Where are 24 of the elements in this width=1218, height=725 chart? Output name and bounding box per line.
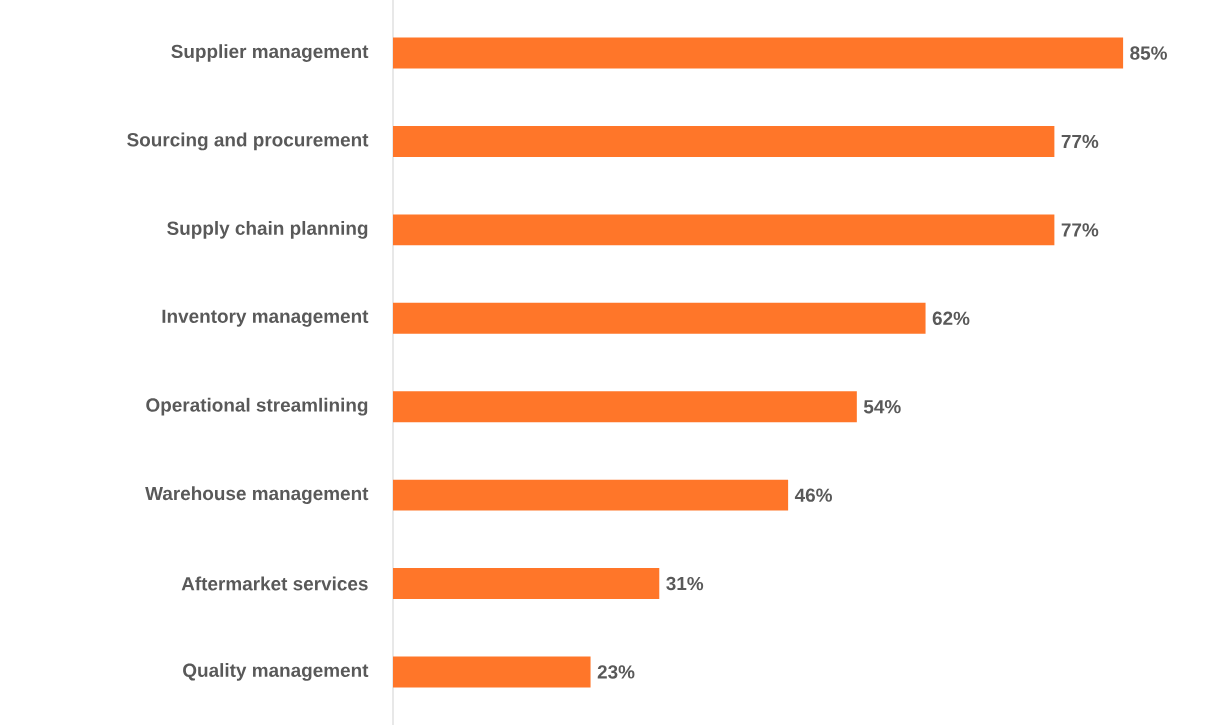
data-label: 62% [932,311,970,326]
bar [393,479,789,511]
bar [393,37,1124,69]
data-label: 46% [794,488,832,502]
bar [393,214,1055,246]
data-label: 85% [1130,46,1167,60]
y-tick-label: Quality management [183,663,369,681]
data-label: 31% [666,576,704,591]
bar [393,126,1055,157]
data-label: 23% [597,665,635,679]
y-tick-label: Inventory management [162,309,369,327]
bar [393,302,926,334]
y-tick-label: Supply chain planning [167,221,368,239]
y-tick-label: Aftermarket services [181,576,368,591]
y-tick-label: Sourcing and procurement [127,132,369,151]
data-label: 54% [863,400,901,414]
y-tick-label: Warehouse management [145,486,369,504]
bar [393,568,660,600]
data-label: 77% [1061,134,1099,149]
bar [393,656,591,688]
y-tick-label: Supplier management [171,44,369,62]
y-tick-label: Operational streamlining [146,397,368,416]
data-label: 77% [1061,223,1099,237]
bar [393,391,857,423]
